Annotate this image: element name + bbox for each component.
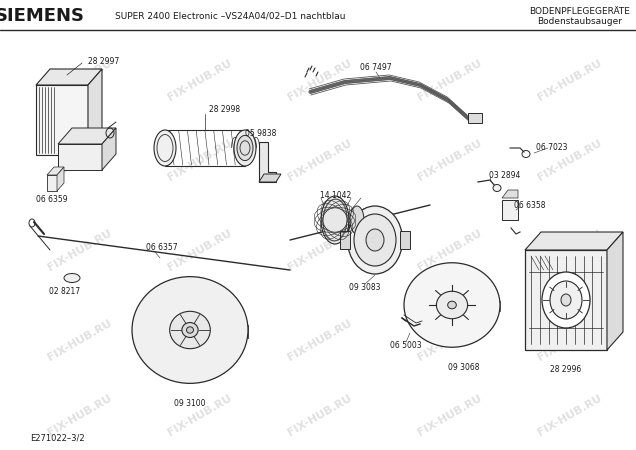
Polygon shape [47, 167, 64, 175]
Text: FIX-HUB.RU: FIX-HUB.RU [46, 138, 114, 182]
Text: FIX-HUB.RU: FIX-HUB.RU [536, 138, 604, 182]
Polygon shape [525, 232, 623, 250]
Text: FIX-HUB.RU: FIX-HUB.RU [416, 58, 484, 103]
Ellipse shape [448, 301, 456, 309]
Text: FIX-HUB.RU: FIX-HUB.RU [536, 58, 604, 103]
Bar [340, 231, 350, 249]
Text: FIX-HUB.RU: FIX-HUB.RU [286, 138, 354, 182]
Ellipse shape [132, 277, 248, 383]
Text: 06 6357: 06 6357 [146, 243, 178, 252]
Text: 06 7497: 06 7497 [360, 63, 392, 72]
Bar [400, 231, 410, 249]
Text: 28 2996: 28 2996 [550, 365, 582, 374]
Text: 06 7023: 06 7023 [536, 144, 568, 153]
Bar [58, 144, 102, 170]
Ellipse shape [366, 229, 384, 251]
Text: FIX-HUB.RU: FIX-HUB.RU [166, 138, 234, 182]
Text: 28 2998: 28 2998 [209, 105, 240, 114]
Text: E271022–3/2: E271022–3/2 [30, 433, 85, 442]
Text: BODENPFLEGEGERÄTE: BODENPFLEGEGERÄTE [530, 8, 630, 17]
Text: FIX-HUB.RU: FIX-HUB.RU [166, 58, 234, 103]
Text: 09 3083: 09 3083 [349, 284, 381, 292]
Polygon shape [88, 69, 102, 155]
Text: 14 1042: 14 1042 [321, 190, 352, 199]
Polygon shape [607, 232, 623, 350]
Text: 06 5003: 06 5003 [391, 342, 422, 351]
Text: Bodenstaubsauger: Bodenstaubsauger [537, 18, 623, 27]
Ellipse shape [436, 291, 467, 319]
Ellipse shape [561, 294, 571, 306]
Text: 28 2997: 28 2997 [88, 58, 120, 67]
Ellipse shape [182, 323, 198, 338]
Polygon shape [132, 325, 248, 338]
Text: FIX-HUB.RU: FIX-HUB.RU [416, 138, 484, 182]
Text: 09 3068: 09 3068 [448, 363, 480, 372]
Ellipse shape [350, 206, 364, 234]
Ellipse shape [237, 135, 253, 161]
Text: 09 3100: 09 3100 [174, 400, 206, 409]
Bar [36, 85, 88, 155]
Text: FIX-HUB.RU: FIX-HUB.RU [286, 228, 354, 272]
Ellipse shape [493, 184, 501, 192]
Ellipse shape [234, 130, 256, 166]
Text: FIX-HUB.RU: FIX-HUB.RU [286, 58, 354, 103]
Polygon shape [259, 142, 276, 182]
Text: FIX-HUB.RU: FIX-HUB.RU [286, 318, 354, 362]
Text: FIX-HUB.RU: FIX-HUB.RU [536, 392, 604, 437]
Text: SIEMENS: SIEMENS [0, 7, 85, 25]
Ellipse shape [354, 214, 396, 266]
Text: FIX-HUB.RU: FIX-HUB.RU [536, 318, 604, 362]
Polygon shape [259, 174, 281, 182]
Ellipse shape [347, 206, 403, 274]
Polygon shape [57, 167, 64, 191]
Text: 06 6358: 06 6358 [515, 201, 546, 210]
Text: FIX-HUB.RU: FIX-HUB.RU [166, 318, 234, 362]
Ellipse shape [404, 263, 500, 347]
Ellipse shape [542, 272, 590, 328]
Text: FIX-HUB.RU: FIX-HUB.RU [166, 392, 234, 437]
Ellipse shape [154, 130, 176, 166]
Text: FIX-HUB.RU: FIX-HUB.RU [536, 228, 604, 272]
Polygon shape [404, 301, 500, 311]
Bar [525, 250, 607, 350]
Text: FIX-HUB.RU: FIX-HUB.RU [46, 318, 114, 362]
Text: 06 6359: 06 6359 [36, 195, 68, 204]
Ellipse shape [170, 311, 211, 349]
Text: FIX-HUB.RU: FIX-HUB.RU [46, 58, 114, 103]
Text: 02 8217: 02 8217 [50, 288, 81, 297]
Bar [468, 113, 482, 123]
Text: FIX-HUB.RU: FIX-HUB.RU [416, 392, 484, 437]
Ellipse shape [64, 274, 80, 283]
Bar [502, 200, 518, 220]
Polygon shape [502, 190, 518, 198]
Bar [47, 175, 57, 191]
Text: FIX-HUB.RU: FIX-HUB.RU [166, 228, 234, 272]
Text: FIX-HUB.RU: FIX-HUB.RU [46, 392, 114, 437]
Ellipse shape [321, 196, 349, 244]
Polygon shape [58, 128, 116, 144]
Polygon shape [102, 128, 116, 170]
Polygon shape [36, 69, 102, 85]
Text: FIX-HUB.RU: FIX-HUB.RU [46, 228, 114, 272]
Ellipse shape [186, 327, 193, 333]
Text: FIX-HUB.RU: FIX-HUB.RU [286, 392, 354, 437]
Text: 05 9838: 05 9838 [245, 130, 277, 139]
Text: 03 2894: 03 2894 [489, 171, 521, 180]
Text: FIX-HUB.RU: FIX-HUB.RU [416, 228, 484, 272]
Text: FIX-HUB.RU: FIX-HUB.RU [416, 318, 484, 362]
Ellipse shape [550, 281, 582, 319]
Text: SUPER 2400 Electronic –VS24A04/02–D1 nachtblau: SUPER 2400 Electronic –VS24A04/02–D1 nac… [114, 12, 345, 21]
